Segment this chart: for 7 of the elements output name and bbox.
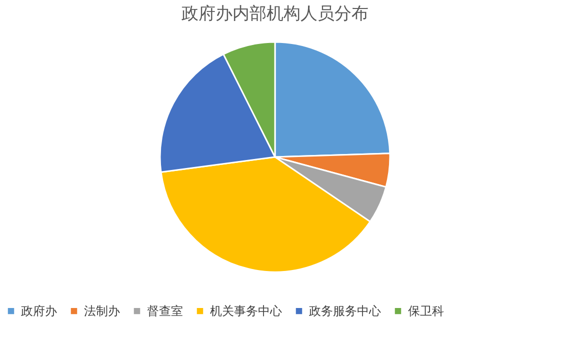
legend-label: 法制办 [84, 304, 120, 318]
chart-title: 政府办内部机构人员分布 [182, 4, 368, 24]
legend-label: 政府办 [21, 304, 57, 318]
legend-label: 督查室 [147, 304, 183, 318]
legend-label: 保卫科 [408, 304, 444, 318]
legend-label: 机关事务中心 [210, 304, 282, 318]
legend-label: 政务服务中心 [309, 304, 381, 318]
